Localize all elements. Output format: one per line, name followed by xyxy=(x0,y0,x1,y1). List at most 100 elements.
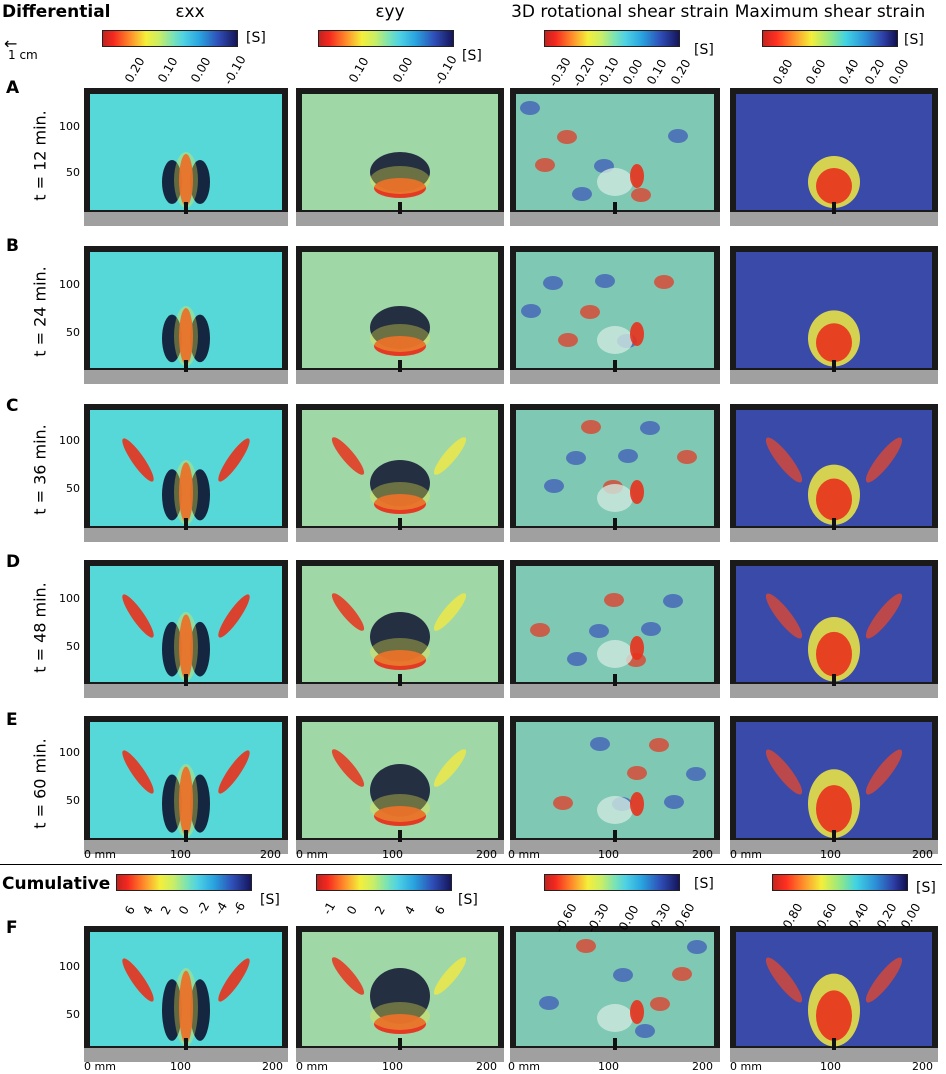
time-label-e: t = 60 min. xyxy=(30,738,50,829)
tick-cum-eyy-0: -1 xyxy=(320,899,339,917)
strain-red-band xyxy=(374,178,426,198)
root-stem xyxy=(184,202,188,214)
strain-core xyxy=(597,326,633,354)
strain-shear-band xyxy=(331,957,365,995)
strain-shear-band xyxy=(765,593,803,639)
row-letter-f: F xyxy=(6,918,18,938)
strain-blob xyxy=(649,738,669,752)
strain-blob xyxy=(687,940,707,954)
sandbox-base-plate xyxy=(296,1048,504,1062)
unit-eyy: [S] xyxy=(462,48,482,64)
time-label-b: t = 24 min. xyxy=(30,266,50,357)
ytick-c-100: 100 xyxy=(59,434,80,447)
root-stem xyxy=(613,674,617,686)
strain-red-band xyxy=(374,650,426,670)
col-title-max-shear: Maximum shear strain xyxy=(734,2,926,22)
unit-rotational: [S] xyxy=(694,42,714,58)
tick-cum-exx-5: -4 xyxy=(212,899,231,917)
root-stem xyxy=(832,830,836,842)
strain-shear-band xyxy=(331,593,365,631)
tick-cum-exx-3: 0 xyxy=(176,903,192,917)
xtick-e4-100: 100 xyxy=(820,848,841,861)
panel-a-max xyxy=(730,88,938,226)
strain-core xyxy=(597,796,633,824)
sandbox-base-plate xyxy=(84,528,288,542)
sandbox-base-plate xyxy=(510,212,720,226)
strain-dark-cap xyxy=(370,612,430,662)
tick-exx-0: 0.20 xyxy=(122,54,148,85)
strain-dark-cap xyxy=(370,460,430,507)
strain-shear-band xyxy=(218,594,250,638)
strain-blob xyxy=(604,593,624,607)
cumulative-title: Cumulative xyxy=(2,874,111,894)
strain-yellow-halo xyxy=(370,482,430,510)
strain-red-band xyxy=(374,1014,426,1034)
strain-shear-band xyxy=(865,437,903,483)
sandbox-base-plate xyxy=(730,528,938,542)
unit-exx: [S] xyxy=(246,30,266,46)
strain-shear-band xyxy=(433,593,467,631)
ytick-b-50: 50 xyxy=(66,326,80,339)
strain-blob xyxy=(580,305,600,319)
strain-shear-band xyxy=(331,437,365,475)
time-label-a: t = 12 min. xyxy=(30,110,50,201)
sandbox-base-plate xyxy=(296,528,504,542)
row-letter-d: D xyxy=(6,552,21,572)
root-stem xyxy=(613,518,617,530)
sandbox-base-plate xyxy=(84,212,288,226)
strain-shear-band xyxy=(218,958,250,1002)
colorbar-exx xyxy=(102,30,238,47)
root-stem xyxy=(398,674,402,686)
root-stem xyxy=(398,360,402,372)
sandbox-base-plate xyxy=(730,212,938,226)
strain-map xyxy=(730,932,938,1062)
panel-d-eyy xyxy=(296,560,504,698)
strain-shear-band xyxy=(865,593,903,639)
strain-blob xyxy=(668,129,688,143)
panel-a-rot xyxy=(510,88,720,226)
root-stem xyxy=(184,674,188,686)
tick-cum-eyy-1: 0 xyxy=(344,903,360,917)
xtick-f4-0: 0 mm xyxy=(730,1060,762,1073)
strain-map xyxy=(730,94,938,226)
tick-cum-exx-0: 6 xyxy=(122,903,138,917)
tick-cum-exx-6: -6 xyxy=(230,899,249,917)
strain-dark-lobe xyxy=(190,979,210,1041)
strain-blob xyxy=(663,594,683,608)
ytick-d-100: 100 xyxy=(59,592,80,605)
strain-map xyxy=(730,252,938,384)
strain-yellow-halo xyxy=(174,764,198,838)
strain-core xyxy=(597,1004,633,1032)
strain-map xyxy=(296,932,504,1062)
tick-rot-3: 0.00 xyxy=(620,56,646,87)
panel-d-rot xyxy=(510,560,720,698)
colorbar-cum-eyy xyxy=(316,874,452,891)
panel-b-max xyxy=(730,246,938,384)
ytick-f-100: 100 xyxy=(59,960,80,973)
strain-yellow-halo xyxy=(370,324,430,352)
xtick-f1-0: 0 mm xyxy=(84,1060,116,1073)
strain-yellow-halo xyxy=(370,166,430,194)
strain-blob xyxy=(543,276,563,290)
strain-map xyxy=(84,566,288,698)
strain-red-spot xyxy=(630,792,644,816)
colorbar-max-shear xyxy=(762,30,898,47)
xtick-f2-200: 200 xyxy=(476,1060,497,1073)
strain-red-core xyxy=(179,614,193,679)
strain-core xyxy=(597,168,633,196)
strain-blob xyxy=(539,996,559,1010)
panel-d-max xyxy=(730,560,938,698)
panel-e-rot xyxy=(510,716,720,854)
strain-blob xyxy=(576,939,596,953)
strain-shear-band xyxy=(331,749,365,787)
tick-cum-exx-2: 2 xyxy=(158,903,174,917)
tick-rot-2: -0.10 xyxy=(594,55,622,89)
xtick-e2-100: 100 xyxy=(382,848,403,861)
strain-blob xyxy=(650,997,670,1011)
root-stem xyxy=(184,518,188,530)
ytick-a-100: 100 xyxy=(59,120,80,133)
strain-shear-band xyxy=(433,749,467,787)
strain-shear-band xyxy=(122,438,154,482)
strain-blob xyxy=(677,450,697,464)
tick-exx-1: 0.10 xyxy=(155,54,181,85)
